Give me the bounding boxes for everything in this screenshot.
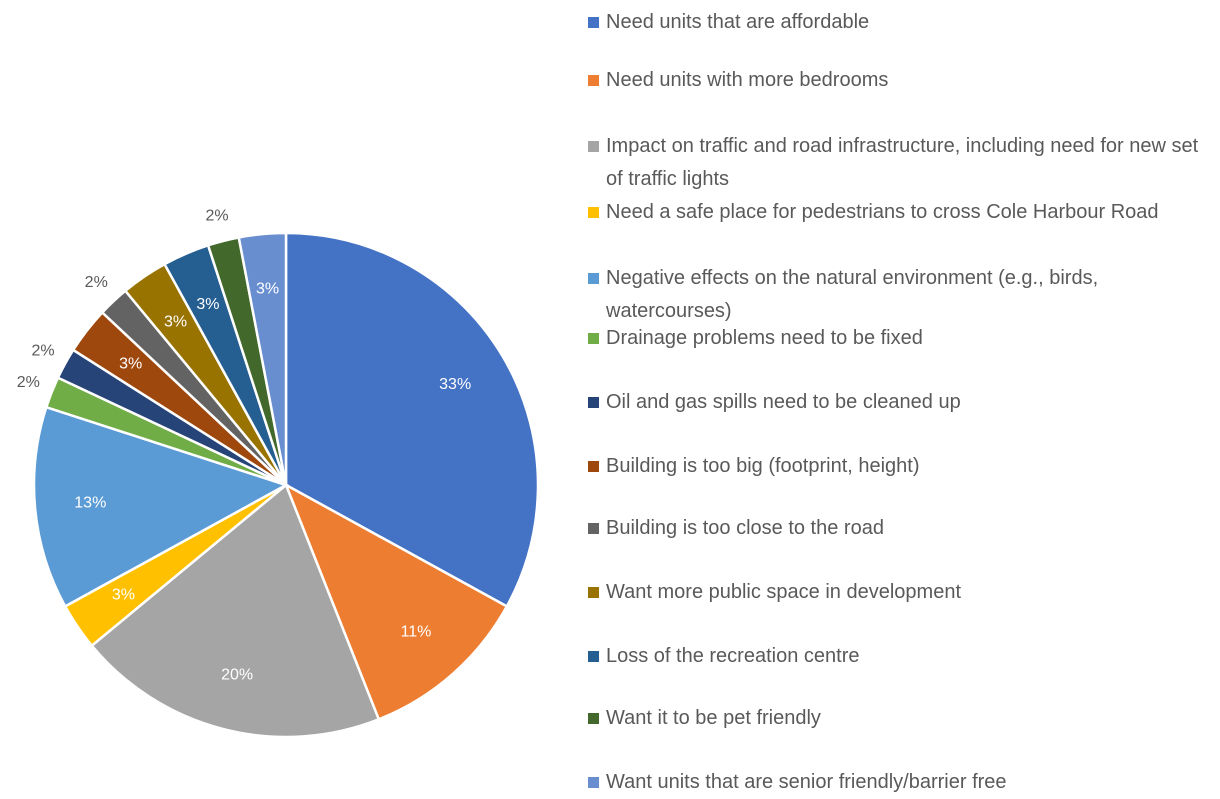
data-label: 33% <box>439 376 471 393</box>
legend-swatch <box>588 141 599 152</box>
legend-swatch <box>588 777 599 788</box>
data-label: 11% <box>401 624 432 641</box>
legend-item: Negative effects on the natural environm… <box>588 262 1218 328</box>
data-label: 3% <box>164 314 187 331</box>
legend-item: Building is too close to the road <box>588 512 1218 545</box>
data-label: 20% <box>221 667 253 684</box>
legend-swatch <box>588 333 599 344</box>
pie-area: 33% 11% 20% 3% 13% 2% 2% 3% 2% 3% 3% 2% 3% <box>17 208 540 739</box>
legend-label: Building is too close to the road <box>606 517 884 539</box>
legend-item: Oil and gas spills need to be cleaned up <box>588 386 1218 419</box>
pie-slice <box>237 231 288 486</box>
legend-swatch <box>588 75 599 86</box>
legend-item: Drainage problems need to be fixed <box>588 322 1218 355</box>
data-label: 3% <box>112 587 135 604</box>
legend-label: Loss of the recreation centre <box>606 645 860 667</box>
legend-swatch <box>588 207 599 218</box>
legend-label: Impact on traffic and road infrastructur… <box>606 135 1199 190</box>
legend-swatch <box>588 17 599 28</box>
legend-item: Loss of the recreation centre <box>588 640 1218 673</box>
legend-item: Building is too big (footprint, height) <box>588 450 1218 483</box>
legend-item: Want it to be pet friendly <box>588 702 1218 735</box>
data-label: 3% <box>119 356 142 373</box>
legend-swatch <box>588 713 599 724</box>
data-label: 3% <box>256 281 279 298</box>
legend-swatch <box>588 523 599 534</box>
data-label: 2% <box>17 374 40 391</box>
legend-swatch <box>588 651 599 662</box>
legend-item: Want units that are senior friendly/barr… <box>588 766 1218 799</box>
pie-slice <box>284 231 540 609</box>
data-label: 2% <box>206 208 229 225</box>
pie-slice <box>90 482 381 739</box>
data-label: 2% <box>85 274 108 291</box>
legend-label: Oil and gas spills need to be cleaned up <box>606 391 961 413</box>
legend-swatch <box>588 273 599 284</box>
legend-label: Need units with more bedrooms <box>606 69 889 91</box>
legend-swatch <box>588 587 599 598</box>
legend-label: Want more public space in development <box>606 581 961 603</box>
legend-label: Drainage problems need to be fixed <box>606 327 923 349</box>
data-label: 3% <box>196 296 219 313</box>
legend-label: Negative effects on the natural environm… <box>606 267 1099 322</box>
legend-label: Want it to be pet friendly <box>606 707 821 729</box>
pie-slice <box>32 405 290 609</box>
legend-label: Building is too big (footprint, height) <box>606 455 920 477</box>
legend-item: Need units that are affordable <box>588 6 1218 39</box>
legend-item: Want more public space in development <box>588 576 1218 609</box>
legend-swatch <box>588 461 599 472</box>
legend-label: Need a safe place for pedestrians to cro… <box>606 201 1159 223</box>
data-label: 2% <box>32 343 55 360</box>
legend-label: Need units that are affordable <box>606 11 870 33</box>
pie-slice <box>283 482 509 721</box>
legend-item: Need a safe place for pedestrians to cro… <box>588 196 1218 229</box>
legend-swatch <box>588 397 599 408</box>
legend-item: Need units with more bedrooms <box>588 64 1218 97</box>
legend-label: Want units that are senior friendly/barr… <box>606 771 1007 793</box>
legend-item: Impact on traffic and road infrastructur… <box>588 130 1218 196</box>
data-label: 13% <box>74 495 106 512</box>
